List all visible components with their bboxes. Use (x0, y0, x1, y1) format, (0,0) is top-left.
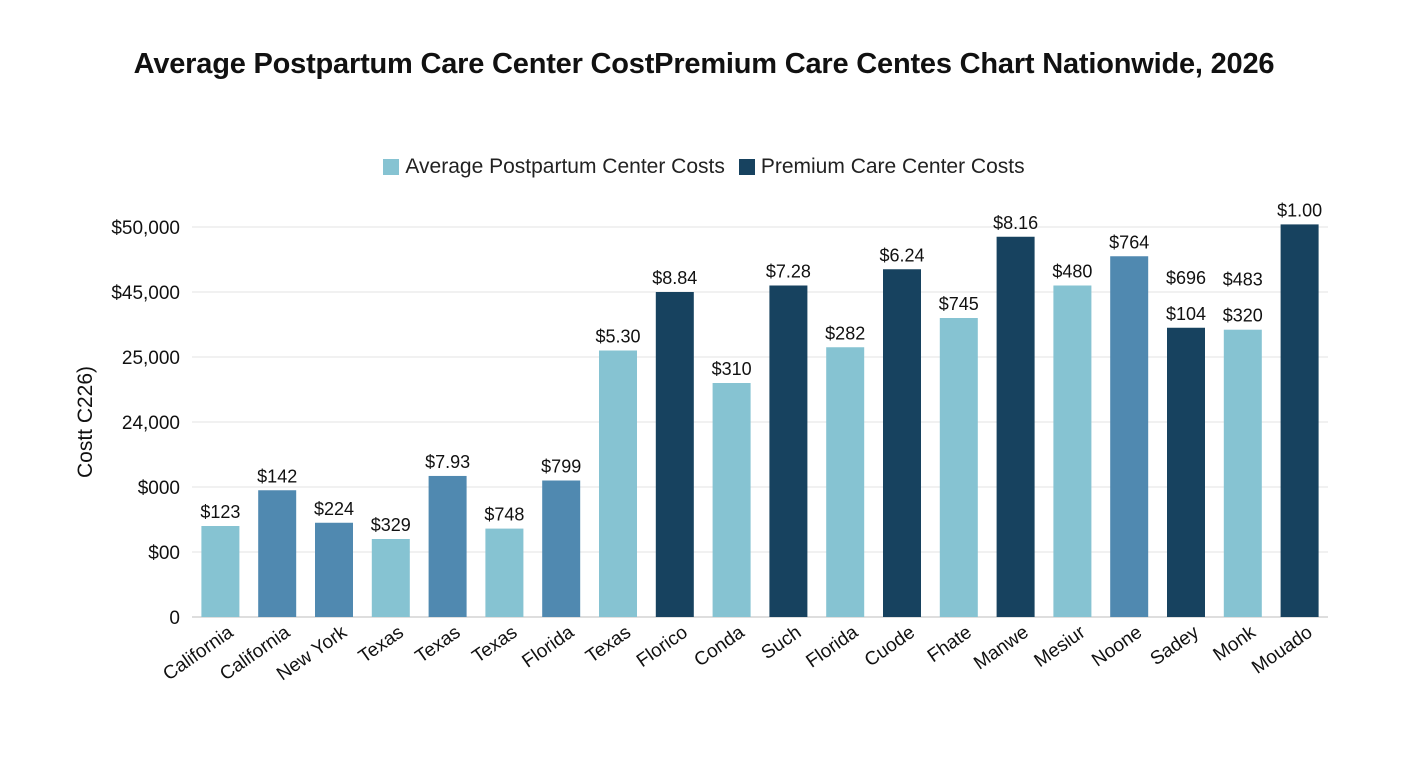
data-label: $329 (371, 515, 411, 535)
y-tick-label: 0 (169, 608, 180, 629)
bar (769, 285, 808, 617)
data-label: $224 (314, 499, 354, 519)
data-label: $8.84 (652, 268, 697, 288)
legend-swatch-average (383, 159, 400, 175)
legend-label-average: Average Postpartum Center Costs (405, 155, 725, 178)
data-label: $480 (1052, 262, 1092, 282)
y-tick-label: 24,000 (122, 413, 180, 434)
data-label: $104 (1166, 304, 1206, 324)
data-label: $748 (484, 505, 524, 525)
data-label: $320 (1223, 306, 1263, 326)
data-label: $142 (257, 466, 297, 486)
x-tick-label: Texas (582, 622, 635, 668)
y-axis-label: Costt C226) (74, 366, 97, 478)
bar (655, 292, 694, 617)
bar (712, 383, 751, 617)
x-tick-label: Conda (691, 622, 749, 672)
x-tick-label: Florida (518, 622, 578, 673)
data-label: $310 (712, 359, 752, 379)
bar (1053, 285, 1092, 617)
bar (542, 480, 581, 617)
bar (996, 236, 1035, 617)
data-label: $799 (541, 457, 581, 477)
bar (371, 539, 410, 617)
data-label: $7.28 (766, 262, 811, 282)
legend: Average Postpartum Center Costs Premium … (0, 155, 1408, 179)
bar (1167, 327, 1205, 617)
y-tick-label: $00 (148, 543, 180, 564)
bar (599, 350, 637, 617)
x-tick-label: Texas (469, 622, 522, 668)
x-tick-label: Mouado (1248, 622, 1316, 679)
legend-label-premium: Premium Care Center Costs (760, 155, 1025, 178)
legend-item-average[interactable]: Average Postpartum Center Costs (383, 155, 725, 179)
x-tick-label: Texas (355, 622, 408, 668)
bar (1280, 224, 1319, 617)
data-label-top: $696 (1166, 268, 1206, 288)
y-tick-label: $000 (138, 478, 180, 499)
legend-item-premium[interactable]: Premium Care Center Costs (738, 155, 1025, 179)
data-label: $764 (1109, 232, 1149, 252)
data-label: $5.30 (595, 327, 640, 347)
legend-swatch-premium (738, 159, 755, 175)
x-tick-label: Cuode (861, 622, 919, 671)
bar (1223, 329, 1262, 617)
data-label: $7.93 (425, 452, 470, 472)
data-label: $123 (200, 502, 240, 522)
bar (258, 490, 297, 617)
y-tick-label: 25,000 (122, 348, 180, 369)
bar (485, 528, 524, 617)
bar (428, 475, 467, 617)
bar (1110, 256, 1149, 617)
x-tick-label: Such (758, 622, 806, 664)
data-label: $1.00 (1277, 200, 1322, 220)
x-tick-label: Noone (1088, 622, 1146, 671)
x-tick-label: Texas (412, 622, 465, 668)
data-label: $8.16 (993, 213, 1038, 233)
x-tick-label: Florico (633, 622, 692, 672)
x-tick-label: Manwe (970, 622, 1032, 674)
x-tick-label: Sadey (1147, 622, 1204, 670)
x-tick-label: Florida (802, 622, 862, 673)
data-label-top: $483 (1223, 270, 1263, 290)
bar (939, 318, 978, 617)
data-label: $6.24 (879, 245, 924, 265)
x-tick-label: Mesiur (1031, 622, 1090, 672)
y-tick-label: $50,000 (111, 218, 180, 239)
bar (315, 522, 353, 617)
bar (826, 347, 865, 617)
y-tick-label: $45,000 (111, 283, 180, 304)
data-label: $282 (825, 323, 865, 343)
data-label: $745 (939, 294, 979, 314)
bar (883, 269, 921, 617)
x-tick-label: Fhate (924, 622, 976, 667)
bar (201, 526, 240, 617)
chart-title: Average Postpartum Care Center CostPremi… (133, 48, 1275, 80)
